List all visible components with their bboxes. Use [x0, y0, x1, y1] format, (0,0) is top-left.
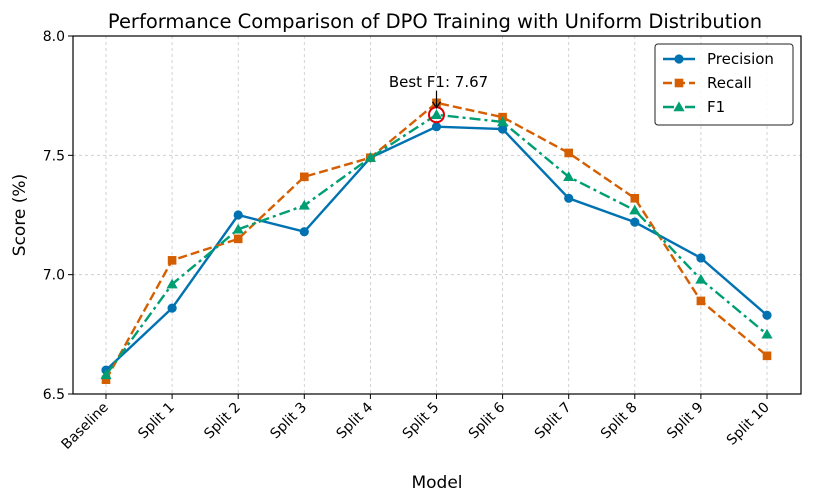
data-point-precision — [762, 310, 772, 320]
x-tick-label: Split 3 — [267, 400, 310, 443]
series-layer — [100, 98, 773, 384]
data-point-recall — [696, 296, 706, 306]
data-point-precision — [299, 227, 309, 237]
y-axis-label: Score (%) — [10, 174, 30, 256]
data-point-precision — [233, 210, 243, 220]
data-point-f1 — [232, 223, 244, 234]
data-point-f1 — [563, 171, 575, 182]
legend-entry-f1: F1 — [663, 98, 725, 116]
x-axis-label: Model — [411, 473, 462, 493]
x-tick-label: Split 4 — [334, 399, 377, 442]
data-point-f1 — [364, 152, 376, 162]
legend-swatch-marker — [674, 78, 684, 88]
series-line-f1 — [105, 113, 768, 376]
data-point-f1 — [629, 204, 641, 215]
chart-title: Performance Comparison of DPO Training w… — [108, 10, 762, 33]
x-tick-label: Split 9 — [664, 400, 707, 443]
x-tick-label: Baseline — [59, 400, 112, 453]
x-tick-label: Split 7 — [532, 400, 575, 443]
data-point-recall — [233, 234, 243, 244]
data-point-recall — [762, 351, 772, 361]
x-tick-label: Split 5 — [400, 400, 443, 443]
x-tick-label: Split 2 — [201, 400, 244, 443]
data-point-f1 — [695, 273, 707, 284]
data-point-precision — [630, 217, 640, 227]
annotation-arrow-head — [432, 101, 441, 109]
legend-swatch-marker — [674, 54, 684, 64]
data-point-f1 — [430, 109, 443, 119]
legend-swatch-marker — [673, 101, 685, 112]
y-tick-label: 6.5 — [43, 387, 65, 403]
legend-box — [654, 43, 794, 126]
data-point-recall — [300, 172, 309, 182]
data-point-precision — [498, 124, 508, 134]
data-point-recall — [101, 375, 111, 384]
y-tick-label: 7.0 — [43, 268, 65, 284]
data-point-recall — [167, 256, 177, 265]
data-point-precision — [696, 253, 706, 263]
legend-label: F1 — [707, 98, 725, 116]
annotation-text: Best F1: 7.67 — [389, 73, 488, 91]
y-tick-label: 7.5 — [43, 148, 65, 164]
legend-entry-precision: Precision — [663, 50, 774, 68]
series-line-recall — [104, 101, 768, 381]
data-point-f1 — [166, 278, 178, 289]
y-tick-label: 8.0 — [43, 29, 65, 45]
data-point-recall — [630, 193, 640, 203]
x-tick-label: Split 6 — [466, 399, 509, 442]
legend-label: Precision — [707, 50, 774, 68]
data-point-precision — [564, 193, 574, 203]
data-point-f1 — [497, 116, 509, 127]
x-tick-label: Split 1 — [135, 400, 178, 443]
legend-label: Recall — [707, 74, 752, 92]
legend-entry-recall: Recall — [663, 74, 752, 92]
x-tick-label: Split 8 — [598, 400, 641, 443]
annotation-layer: Best F1: 7.67 — [389, 73, 488, 124]
x-tick-label: Split 10 — [724, 400, 773, 449]
data-point-recall — [564, 148, 573, 158]
data-point-precision — [431, 122, 442, 132]
legend: Precision Recall F1 — [654, 43, 794, 126]
data-point-f1 — [761, 328, 773, 339]
series-f1 — [100, 109, 773, 380]
data-point-precision — [167, 303, 177, 313]
data-point-f1 — [298, 199, 310, 210]
data-point-f1 — [100, 369, 112, 380]
